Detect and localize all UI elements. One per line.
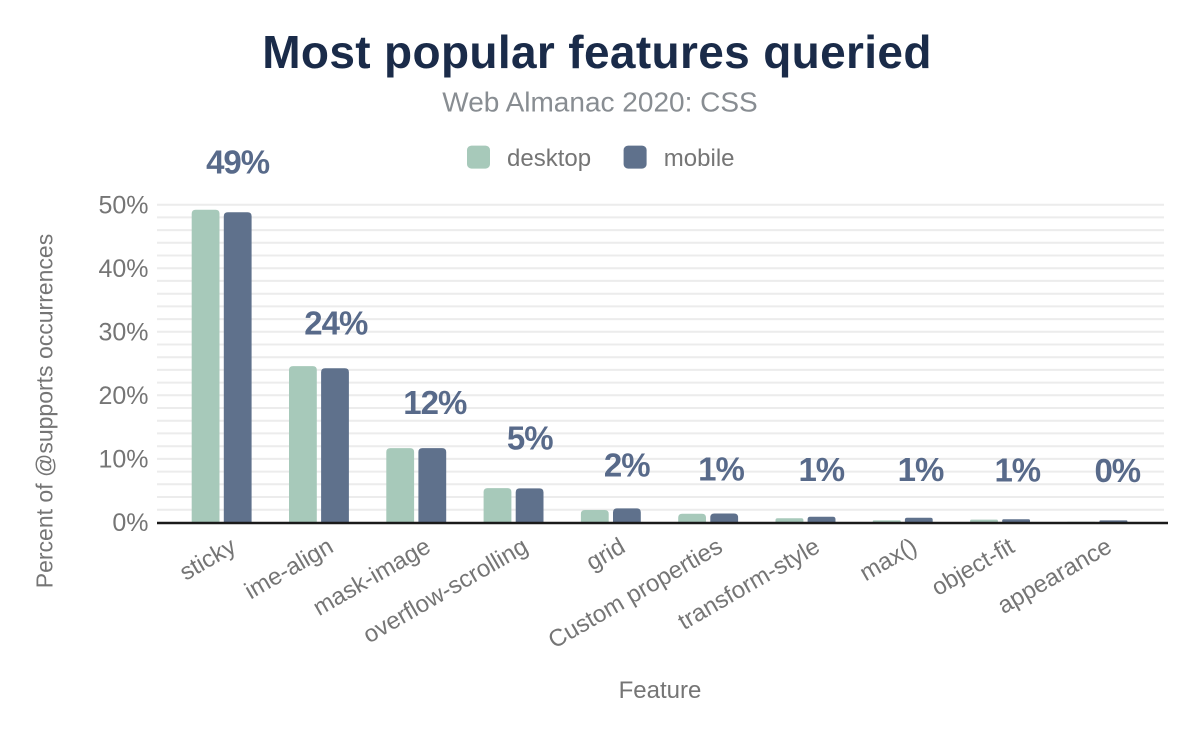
svg-text:2%: 2%: [604, 446, 650, 483]
svg-text:12%: 12%: [403, 384, 467, 421]
svg-text:0%: 0%: [1094, 452, 1140, 489]
svg-text:1%: 1%: [994, 451, 1040, 488]
svg-text:1%: 1%: [898, 451, 944, 488]
svg-text:10%: 10%: [98, 446, 148, 474]
svg-text:5%: 5%: [507, 420, 553, 457]
svg-text:49%: 49%: [206, 143, 270, 180]
svg-text:Percent of @supports occurrenc: Percent of @supports occurrences: [32, 234, 58, 588]
svg-text:30%: 30%: [98, 319, 148, 347]
svg-text:desktop: desktop: [507, 145, 591, 172]
svg-text:24%: 24%: [304, 305, 368, 342]
svg-text:1%: 1%: [798, 451, 844, 488]
svg-text:Most popular features queried: Most popular features queried: [262, 26, 932, 78]
svg-text:40%: 40%: [98, 255, 148, 283]
svg-text:20%: 20%: [98, 382, 148, 410]
svg-text:Web Almanac 2020: CSS: Web Almanac 2020: CSS: [442, 87, 757, 118]
svg-text:mobile: mobile: [664, 145, 735, 172]
svg-text:50%: 50%: [98, 192, 148, 220]
svg-text:1%: 1%: [698, 450, 744, 487]
svg-text:Feature: Feature: [619, 677, 702, 704]
svg-text:0%: 0%: [112, 509, 148, 537]
